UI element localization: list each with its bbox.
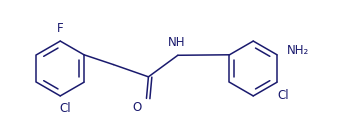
- Text: NH: NH: [168, 36, 186, 49]
- Text: NH₂: NH₂: [287, 44, 309, 57]
- Text: Cl: Cl: [277, 89, 289, 102]
- Text: O: O: [132, 101, 141, 114]
- Text: F: F: [57, 22, 64, 35]
- Text: Cl: Cl: [59, 102, 71, 115]
